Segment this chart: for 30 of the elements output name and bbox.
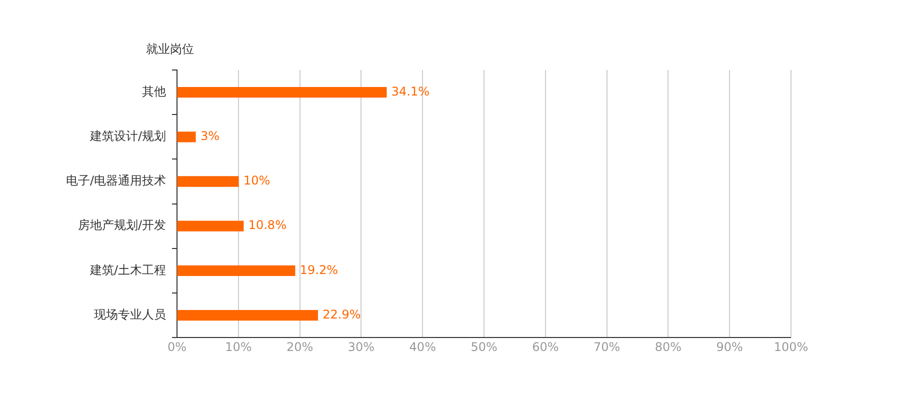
data-label: 3% xyxy=(200,129,220,144)
x-tick-label: 30% xyxy=(348,340,375,354)
x-tick-label: 100% xyxy=(774,340,808,354)
x-tick-label: 70% xyxy=(593,340,620,354)
y-tick-label: 电子/电器通用技术 xyxy=(66,174,166,188)
y-axis-title: 就业岗位 xyxy=(146,42,194,56)
y-tick-label: 现场专业人员 xyxy=(94,307,166,322)
x-tick-label: 60% xyxy=(532,340,559,354)
y-tick-label: 建筑设计/规划 xyxy=(88,129,166,144)
bar xyxy=(177,132,196,142)
data-label: 10.8% xyxy=(248,218,286,232)
x-tick-label: 20% xyxy=(286,340,314,354)
x-tick-label: 50% xyxy=(470,340,498,354)
x-tick-label: 40% xyxy=(409,340,436,354)
bar xyxy=(177,176,239,187)
bar xyxy=(177,310,318,321)
y-tick-label: 其他 xyxy=(142,84,166,98)
data-label: 10% xyxy=(243,174,270,188)
data-label: 19.2% xyxy=(300,262,338,277)
x-tick-label: 80% xyxy=(654,340,682,354)
bar xyxy=(177,265,296,276)
bar xyxy=(177,86,387,98)
y-tick-label: 房地产规划/开发 xyxy=(78,218,166,232)
y-tick-label: 建筑/土木工程 xyxy=(88,262,166,277)
bar xyxy=(177,220,244,232)
data-label: 22.9% xyxy=(322,307,361,322)
data-label: 34.1% xyxy=(391,84,430,98)
x-tick-label: 10% xyxy=(225,340,252,354)
x-tick-label: 90% xyxy=(716,340,743,354)
x-tick-label: 0% xyxy=(168,340,187,354)
